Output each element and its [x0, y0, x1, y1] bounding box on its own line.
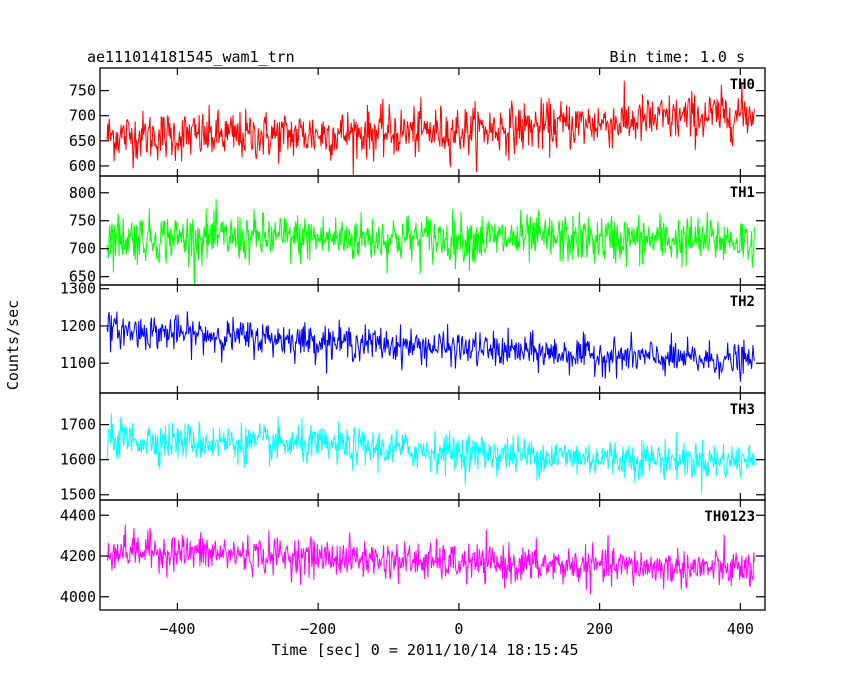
x-axis-label: Time [sec] 0 = 2011/10/14 18:15:45	[271, 641, 578, 659]
y-axis-label: Counts/sec	[4, 300, 22, 390]
y-tick-label: 4000	[60, 588, 96, 606]
y-tick-label: 1700	[60, 416, 96, 434]
panel-th0: 600 650 700 750 TH0	[69, 67, 766, 177]
y-tick-label: 700	[69, 107, 96, 125]
series-line-th3	[106, 413, 755, 493]
series-line-th2	[106, 311, 755, 382]
y-tick-label: 800	[69, 184, 96, 202]
x-tick-label: −200	[300, 620, 336, 638]
y-tick-label: 1300	[60, 280, 96, 298]
panel-th0123: 4000 4200 4400 TH0123	[60, 499, 766, 611]
panel-th1: 650 700 750 800 TH1	[69, 175, 766, 286]
y-tick-label: 1500	[60, 486, 96, 504]
series-line-th0	[106, 80, 755, 176]
series-line-th0123	[106, 524, 755, 595]
y-tick-label: 650	[69, 132, 96, 150]
y-tick-label: 1200	[60, 317, 96, 335]
panel-label-th0123: TH0123	[704, 509, 755, 525]
y-tick-label: 1100	[60, 354, 96, 372]
x-axis-ticks: −400 −200 0 200 400	[159, 620, 754, 638]
y-tick-label: 600	[69, 157, 96, 175]
y-tick-label: 4400	[60, 506, 96, 524]
panel-label-th2: TH2	[730, 294, 755, 310]
panels-group: 600 650 700 750 TH0 650 700 750 800 TH1 1100 1200 13…	[60, 67, 766, 611]
y-tick-label: 700	[69, 240, 96, 258]
y-tick-label: 750	[69, 82, 96, 100]
y-tick-label: 650	[69, 268, 96, 286]
bin-time-label: Bin time: 1.0 s	[610, 48, 745, 66]
series-line-th1	[106, 198, 755, 285]
panel-label-th1: TH1	[730, 185, 755, 201]
chart-title: ae111014181545_wam1_trn	[87, 48, 295, 66]
panel-th2: 1100 1200 1300 TH2	[60, 280, 766, 394]
panel-th3: 1500 1600 1700 TH3	[60, 392, 766, 504]
x-tick-label: 0	[454, 620, 463, 638]
y-tick-label: 1600	[60, 451, 96, 469]
panel-frame-th2	[99, 284, 766, 394]
y-tick-label: 4200	[60, 547, 96, 565]
y-tick-label: 750	[69, 212, 96, 230]
x-tick-label: −400	[159, 620, 195, 638]
panel-label-th3: TH3	[730, 402, 755, 418]
panel-label-th0: TH0	[730, 77, 755, 93]
x-tick-label: 400	[727, 620, 754, 638]
panel-frame-th0123	[99, 499, 766, 611]
x-tick-label: 200	[586, 620, 613, 638]
